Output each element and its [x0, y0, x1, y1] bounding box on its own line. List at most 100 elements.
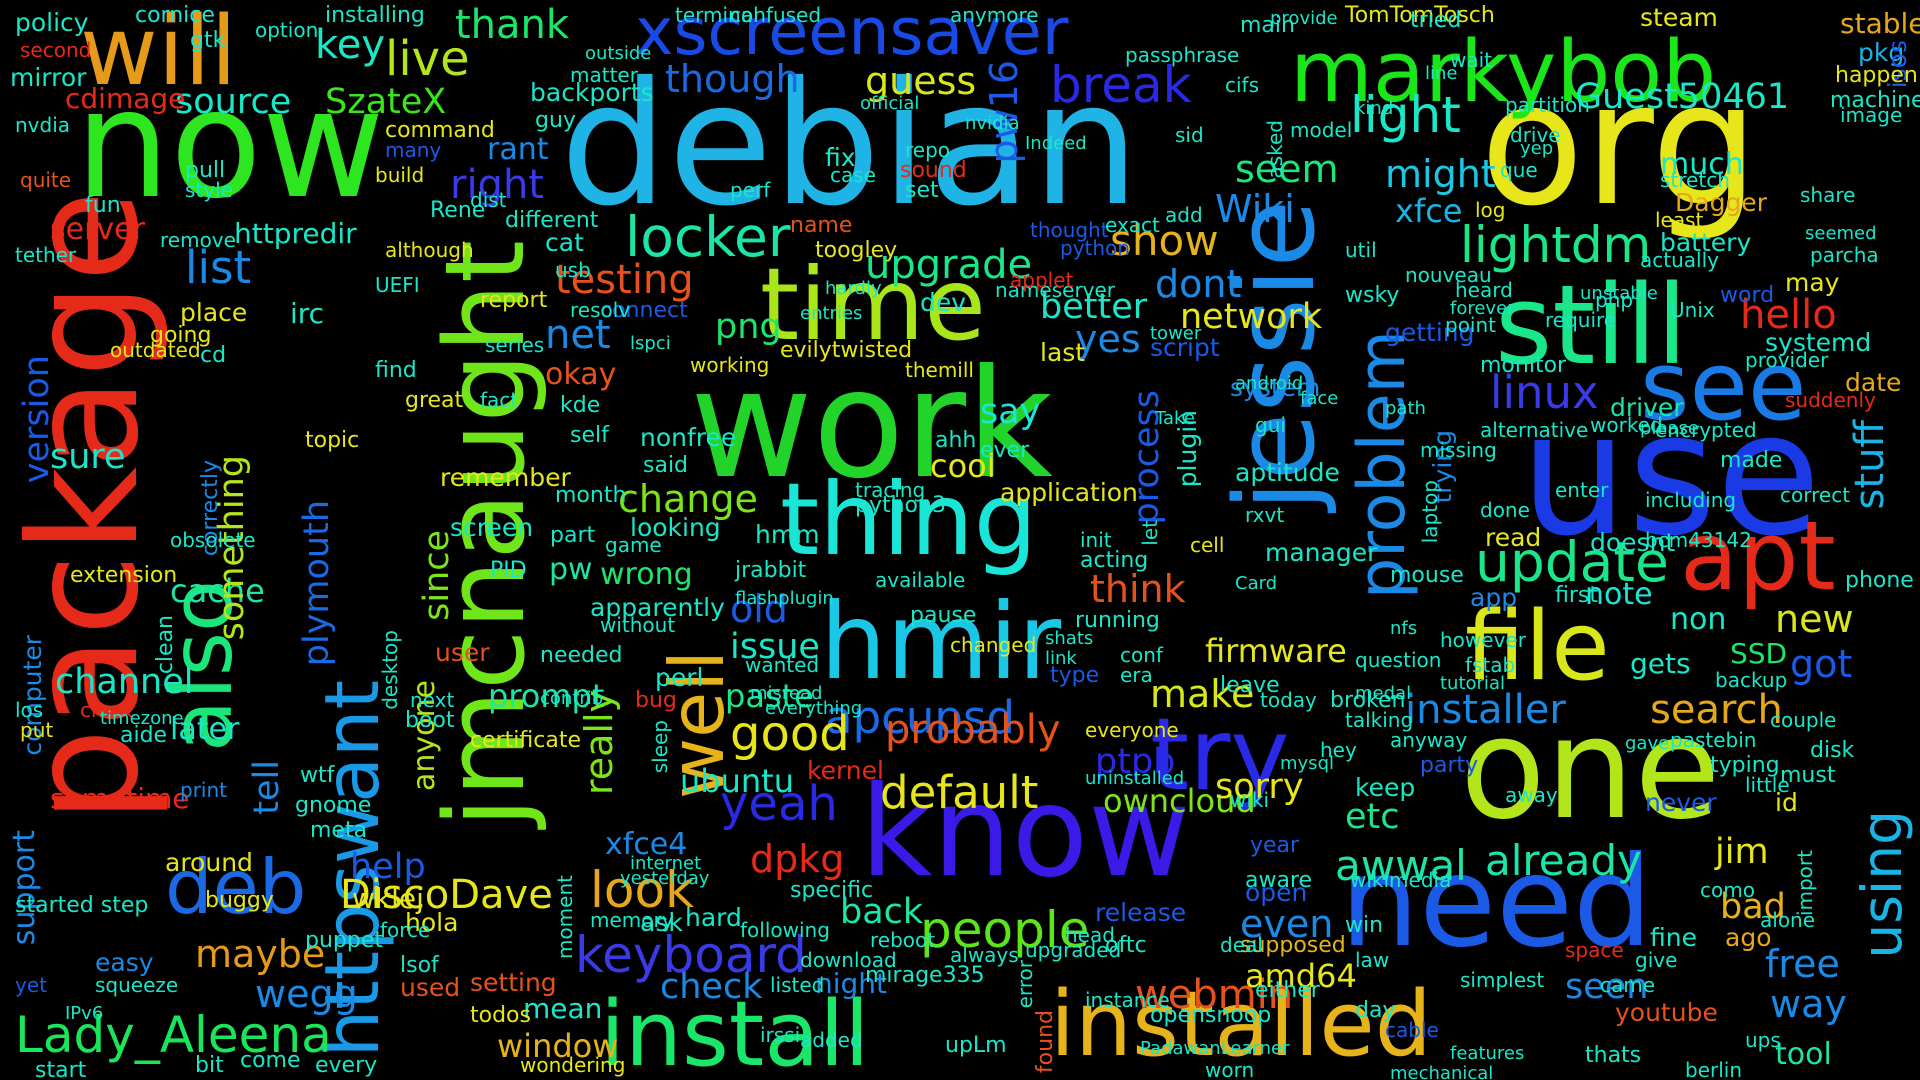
cloud-word: hola [405, 908, 459, 937]
cloud-word: download [800, 948, 897, 972]
cloud-word: oftc [1105, 933, 1147, 958]
cloud-word: enter [1555, 478, 1609, 502]
cloud-word: already [1485, 836, 1642, 885]
cloud-word: gtk [190, 28, 226, 53]
cloud-word: bcm43142 [1645, 528, 1752, 552]
cloud-word: used [400, 973, 461, 1002]
cloud-word: xscreensaver [635, 0, 1069, 70]
cloud-word: init [1080, 528, 1112, 552]
cloud-word: SzateX [325, 82, 447, 122]
cloud-word: working [690, 353, 770, 377]
cloud-word: memory [590, 908, 674, 932]
cloud-word: release [1095, 898, 1187, 927]
cloud-word: alternative [1480, 418, 1589, 442]
cloud-word: open [1245, 878, 1308, 907]
cloud-word: evilytwisted [780, 338, 913, 363]
cloud-word: toogley [815, 238, 898, 263]
cloud-word: PID [490, 558, 527, 583]
cloud-word: cool [930, 447, 996, 485]
cloud-word: android [1235, 373, 1304, 394]
cloud-word: live [385, 31, 470, 87]
cloud-word: certificate [470, 728, 582, 753]
cloud-word: yep [1520, 138, 1554, 159]
cloud-word: bug [635, 688, 677, 713]
cloud-word: internet [630, 853, 702, 874]
cloud-word: correct [1780, 483, 1851, 507]
cloud-word: remember [440, 463, 571, 492]
cloud-word: firmware [1205, 632, 1347, 670]
cloud-word: etc [1345, 797, 1400, 837]
cloud-word: one [1460, 688, 1721, 851]
cloud-word: key [315, 22, 386, 68]
cloud-word: thought [1030, 218, 1109, 242]
cloud-word: perl [655, 663, 704, 692]
cloud-word: file [1465, 592, 1610, 702]
cloud-word: cloak [80, 698, 133, 722]
cloud-word: uninstalled [1085, 768, 1185, 789]
cloud-word: upgrade [865, 242, 1033, 288]
cloud-word: came [1600, 973, 1656, 997]
cloud-word: mirror [10, 63, 87, 92]
cloud-word: tower [1150, 323, 1202, 344]
cloud-word: main [1240, 13, 1295, 38]
cloud-word: couple [1770, 708, 1837, 732]
cloud-word: ago [1725, 923, 1772, 952]
cloud-word: great [405, 388, 464, 413]
cloud-word: themill [905, 358, 974, 382]
cloud-word: stable [1840, 7, 1920, 40]
cloud-word: must [1780, 763, 1836, 788]
cloud-word: report [480, 288, 548, 313]
cloud-word: backup [1715, 668, 1788, 692]
cloud-word: thats [1585, 1043, 1642, 1068]
cloud-word: machine [1830, 88, 1920, 113]
cloud-word: simplest [1460, 968, 1545, 992]
cloud-word: may [1785, 268, 1840, 297]
cloud-word: old [730, 587, 788, 631]
cloud-word: law [1355, 948, 1390, 972]
cloud-word: around [165, 848, 253, 877]
cloud-word: topic [305, 428, 360, 453]
cloud-word: deal [1220, 933, 1263, 957]
cloud-word: laptop [1418, 480, 1442, 544]
cloud-word: game [605, 533, 662, 557]
cloud-word: fact [480, 388, 519, 412]
cloud-word: gets [1630, 647, 1691, 680]
cloud-word: link [1045, 648, 1077, 669]
cloud-word: second [20, 38, 92, 62]
cloud-word: many [385, 138, 442, 162]
cloud-word: worn [1205, 1058, 1255, 1080]
cloud-word: cable [1385, 1018, 1439, 1042]
cloud-word: seen [1565, 967, 1649, 1007]
cloud-word: name [790, 213, 853, 238]
cloud-word: heard [1455, 278, 1513, 302]
cloud-word: lsof [400, 953, 439, 978]
cloud-word: make [1150, 672, 1255, 716]
cloud-word: paste [725, 677, 814, 715]
cloud-word: matter [570, 63, 638, 87]
cloud-word: changed [950, 633, 1037, 657]
cloud-word: lightdm [1460, 216, 1652, 274]
cloud-word: xfce4 [605, 827, 688, 862]
cloud-word: provide [1270, 8, 1338, 29]
cloud-word: wiki [1230, 788, 1270, 812]
cloud-word: wsky [1345, 283, 1400, 308]
cloud-word: gnome [295, 793, 372, 818]
cloud-word: typing [1710, 753, 1780, 778]
cloud-word: fstab [1465, 653, 1516, 677]
cloud-word: win [1345, 913, 1384, 938]
cloud-word: kind [1355, 98, 1394, 119]
cloud-word: quite [20, 168, 72, 192]
cloud-word: python [1060, 236, 1130, 260]
cloud-word: away [1505, 783, 1558, 807]
cloud-word: year [1250, 833, 1300, 858]
cloud-word: light [1350, 86, 1461, 144]
cloud-word: tell [247, 760, 287, 815]
cloud-word: era [1120, 663, 1153, 687]
cloud-word: broken [1330, 688, 1406, 713]
cloud-word: SSD [1730, 637, 1788, 670]
cloud-word: apcupsd [825, 691, 1015, 744]
cloud-word: rxvt [1245, 503, 1285, 527]
cloud-word: ptpb [1095, 742, 1176, 782]
cloud-word: set [905, 178, 939, 203]
